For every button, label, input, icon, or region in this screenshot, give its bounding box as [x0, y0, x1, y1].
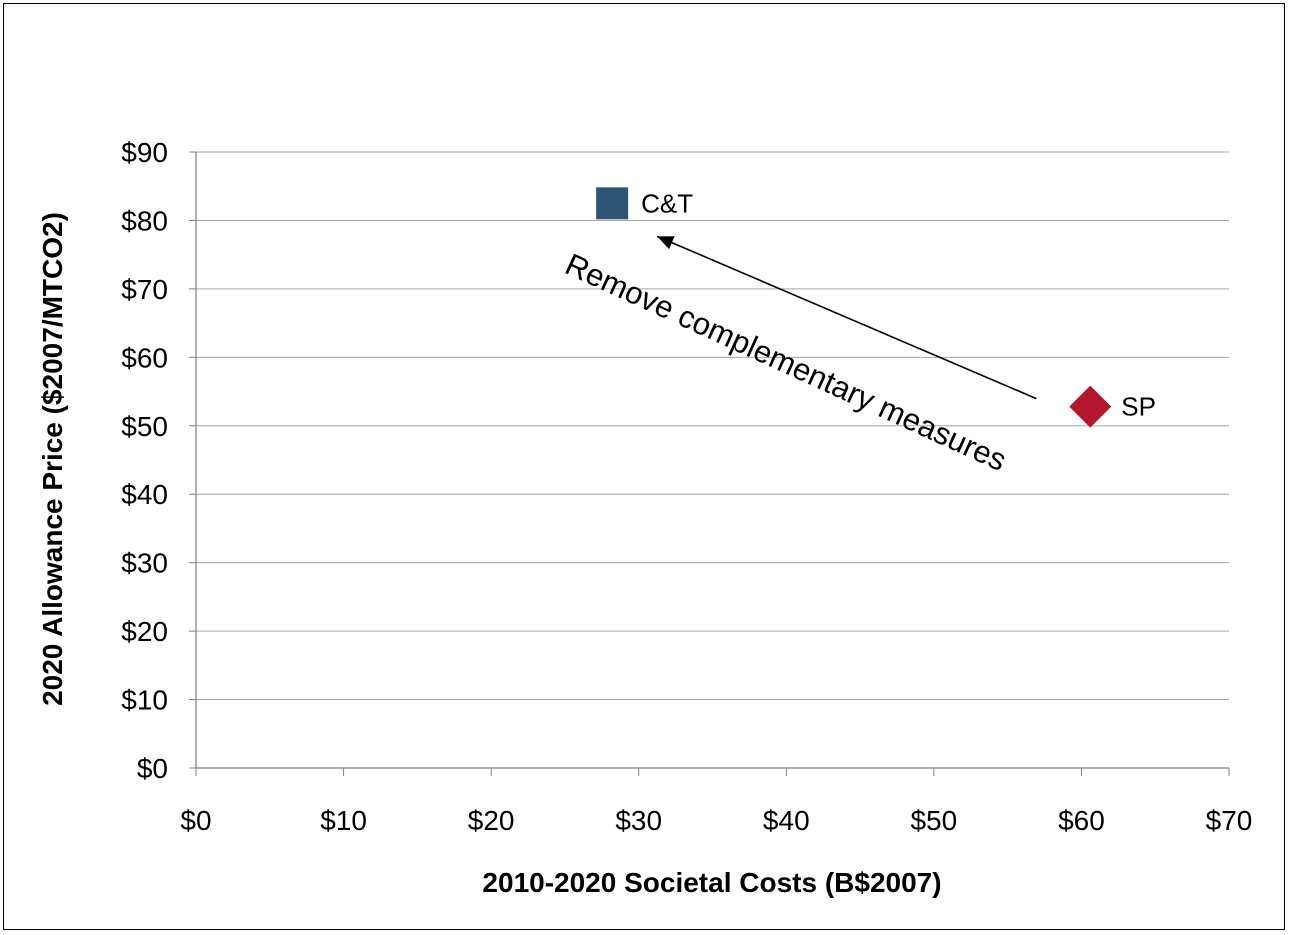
- y-tick-label: $90: [121, 137, 168, 168]
- x-tick-label: $40: [763, 805, 810, 836]
- y-tick-label: $50: [121, 411, 168, 442]
- y-tick-label: $10: [121, 685, 168, 716]
- y-tick-label: $30: [121, 548, 168, 579]
- gridlines: [196, 151, 1229, 701]
- y-axis-title: 2020 Allowance Price ($2007/MTCO2): [37, 212, 68, 706]
- x-tick-label: $0: [180, 805, 211, 836]
- data-point-label: C&T: [641, 188, 693, 218]
- y-tick-label: $70: [121, 274, 168, 305]
- axes: [189, 151, 1230, 776]
- y-tick-labels: $0 $10 $20 $30 $40 $50 $60 $70 $80 $90: [121, 137, 168, 784]
- y-tick-label: $0: [137, 753, 168, 784]
- x-tick-labels: $0 $10 $20 $30 $40 $50 $60 $70: [180, 805, 1252, 836]
- annotation-arrow-line: [656, 235, 1037, 400]
- data-point-diamond: [1069, 385, 1112, 428]
- annotation-text: Remove complementary measures: [560, 247, 1012, 478]
- x-tick-label: $70: [1206, 805, 1253, 836]
- x-tick-label: $60: [1058, 805, 1105, 836]
- data-points: C&T SP: [596, 187, 1156, 428]
- x-tick-label: $20: [468, 805, 515, 836]
- x-axis-title: 2010-2020 Societal Costs (B$2007): [482, 867, 941, 898]
- x-tick-label: $30: [615, 805, 662, 836]
- x-tick-label: $50: [910, 805, 957, 836]
- y-tick-label: $20: [121, 616, 168, 647]
- x-tick-label: $10: [320, 805, 367, 836]
- chart-frame: [3, 3, 1285, 930]
- y-tick-label: $80: [121, 205, 168, 236]
- data-point-label: SP: [1121, 392, 1156, 422]
- data-point-square: [596, 187, 629, 220]
- annotation-arrowhead: [657, 236, 675, 250]
- y-tick-label: $60: [121, 342, 168, 373]
- y-tick-label: $40: [121, 479, 168, 510]
